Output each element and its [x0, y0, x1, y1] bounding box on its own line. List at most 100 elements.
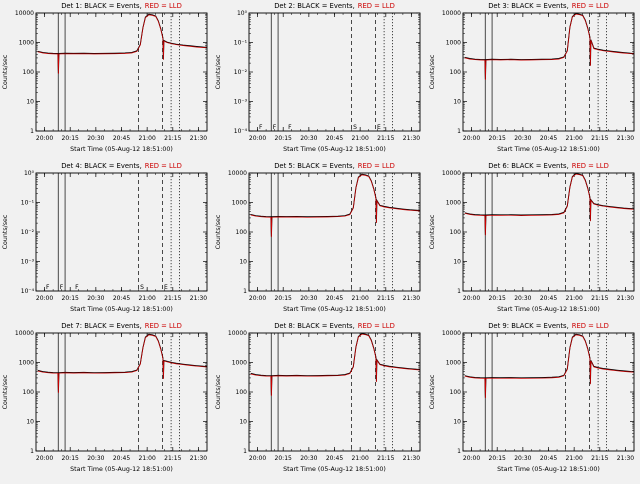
x-axis-label: Start Time (05-Aug-12 18:51:00)	[497, 466, 600, 473]
y-tick-label: 1	[457, 128, 461, 135]
axis-box	[248, 172, 421, 292]
events-series	[250, 333, 421, 396]
x-tick-label: 20:15	[62, 295, 79, 302]
x-tick-label: 20:15	[488, 135, 505, 142]
x-tick-label: 21:15	[591, 455, 608, 462]
plot-title: Det 6: BLACK = Events, RED = LLD	[488, 162, 609, 170]
plot-title-red: RED = LLD	[145, 162, 182, 170]
plot-title-red: RED = LLD	[145, 2, 182, 10]
y-tick-label: 10⁻³	[234, 99, 248, 106]
events-series	[250, 173, 421, 237]
plot-det-1: Det 1: BLACK = Events, RED = LLD 1 10 100 100…	[0, 0, 213, 160]
y-tick-label: 10⁻¹	[21, 200, 35, 207]
events-series	[464, 13, 634, 80]
x-tick-label: 20:15	[62, 455, 79, 462]
plot-title-black: Det 5: BLACK = Events,	[275, 162, 356, 170]
axis-box	[35, 12, 208, 132]
y-tick-label: 100	[23, 69, 35, 76]
plot-title-black: Det 7: BLACK = Events,	[61, 322, 142, 330]
lld-series	[250, 174, 421, 238]
x-axis-label: Start Time (05-Aug-12 18:51:00)	[70, 466, 173, 473]
x-tick-label: 21:15	[377, 295, 394, 302]
x-tick-label: 20:45	[326, 295, 343, 302]
plot-det-7: Det 7: BLACK = Events, RED = LLD 1 10 100 100…	[0, 320, 213, 480]
axis-box	[462, 172, 635, 292]
x-tick-label: 20:00	[36, 135, 53, 142]
x-tick-label: 20:30	[87, 135, 104, 142]
x-tick-label: 20:45	[540, 455, 557, 462]
y-tick-label: 10⁻¹	[234, 40, 248, 47]
y-tick-label: 10	[453, 259, 461, 266]
x-tick-label: 20:00	[463, 455, 480, 462]
y-tick-label: 100	[236, 229, 248, 236]
flag-label-f: F	[60, 284, 64, 291]
chart-svg: Det 2: BLACK = Events, RED = LLD 10⁻⁴ 10⁻³ 1…	[215, 2, 421, 153]
x-tick-label: 20:30	[301, 295, 318, 302]
flag-label-f: F	[288, 124, 292, 131]
chart-svg: Det 7: BLACK = Events, RED = LLD 1 10 100 100…	[2, 322, 208, 473]
y-tick-label: 100	[236, 389, 248, 396]
y-tick-label: 100	[449, 389, 461, 396]
plot-det-4: Det 4: BLACK = Events, RED = LLD 10⁻⁴ 10⁻³ 1…	[0, 160, 213, 320]
axis-box	[462, 332, 635, 452]
plot-title-red: RED = LLD	[571, 2, 608, 10]
y-tick-label: 10⁻⁴	[21, 288, 35, 295]
plot-title-red: RED = LLD	[358, 162, 395, 170]
x-tick-label: 21:00	[139, 295, 156, 302]
x-tick-label: 20:30	[514, 135, 531, 142]
x-tick-label: 20:00	[249, 455, 266, 462]
x-tick-label: 20:00	[36, 455, 53, 462]
flag-label-e: E	[164, 284, 168, 291]
plot-det-6: Det 6: BLACK = Events, RED = LLD 1 10 100 100…	[427, 160, 640, 320]
y-tick-label: 10	[453, 99, 461, 106]
axis-box	[35, 172, 208, 292]
flag-label-f: F	[46, 284, 50, 291]
y-axis-label: Counts/sec	[429, 54, 436, 89]
y-tick-label: 10000	[15, 10, 34, 17]
y-axis-label: Counts/sec	[215, 374, 222, 409]
plot-title-red: RED = LLD	[571, 322, 608, 330]
plot-title: Det 7: BLACK = Events, RED = LLD	[61, 322, 182, 330]
flag-label-s: S	[353, 124, 357, 131]
x-tick-label: 21:30	[403, 135, 420, 142]
plot-det-8: Det 8: BLACK = Events, RED = LLD 1 10 100 100…	[213, 320, 426, 480]
events-series	[464, 173, 634, 235]
x-tick-label: 20:15	[275, 295, 292, 302]
chart-svg: Det 4: BLACK = Events, RED = LLD 10⁻⁴ 10⁻³ 1…	[2, 162, 208, 313]
x-tick-label: 21:00	[352, 135, 369, 142]
plot-title-red: RED = LLD	[145, 322, 182, 330]
plot-det-3: Det 3: BLACK = Events, RED = LLD 1 10 100 100…	[427, 0, 640, 160]
y-axis-label: Counts/sec	[215, 214, 222, 249]
y-tick-label: 10000	[228, 170, 247, 177]
x-tick-label: 20:45	[540, 295, 557, 302]
x-tick-label: 21:15	[164, 295, 181, 302]
y-tick-label: 1000	[19, 360, 34, 367]
x-tick-label: 20:30	[514, 295, 531, 302]
y-tick-label: 100	[23, 389, 35, 396]
lld-series	[464, 334, 634, 399]
events-series	[37, 333, 208, 393]
x-tick-label: 20:30	[87, 455, 104, 462]
x-tick-label: 21:00	[565, 295, 582, 302]
x-tick-label: 20:15	[275, 135, 292, 142]
flag-label-f: F	[75, 284, 79, 291]
plot-title: Det 8: BLACK = Events, RED = LLD	[275, 322, 396, 330]
plot-title-black: Det 9: BLACK = Events,	[488, 322, 569, 330]
x-tick-label: 20:30	[514, 455, 531, 462]
x-tick-label: 20:15	[488, 455, 505, 462]
y-tick-label: 1000	[232, 200, 247, 207]
y-tick-label: 1000	[445, 40, 460, 47]
x-tick-label: 21:30	[403, 455, 420, 462]
chart-svg: Det 9: BLACK = Events, RED = LLD 1 10 100 100…	[429, 322, 635, 473]
y-tick-label: 10	[453, 419, 461, 426]
y-tick-label: 1	[30, 128, 34, 135]
lld-series	[37, 334, 208, 394]
y-tick-label: 10	[26, 99, 34, 106]
y-tick-label: 1	[457, 288, 461, 295]
flag-label-s: S	[140, 284, 144, 291]
x-tick-label: 21:15	[377, 455, 394, 462]
y-tick-label: 10000	[442, 330, 461, 337]
lld-series	[250, 333, 421, 397]
chart-svg: Det 6: BLACK = Events, RED = LLD 1 10 100 100…	[429, 162, 635, 313]
x-tick-label: 20:45	[113, 455, 130, 462]
